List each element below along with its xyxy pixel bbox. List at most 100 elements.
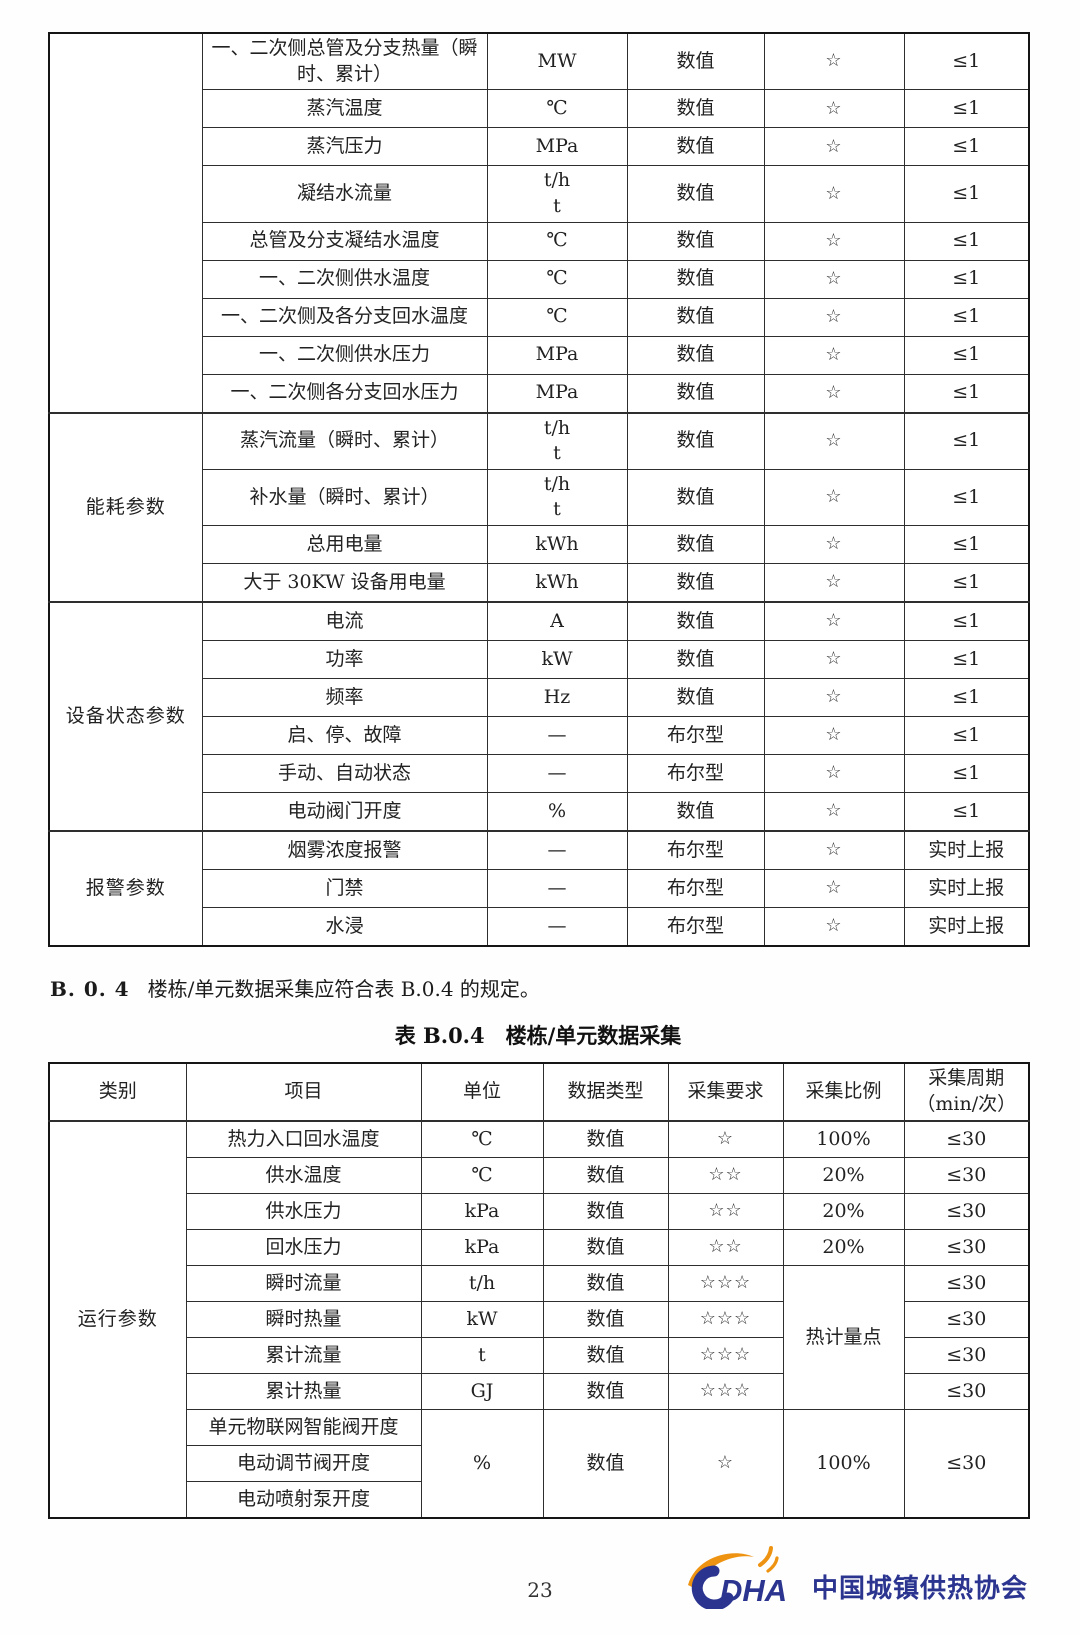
table-cell: 布尔型 [626, 754, 765, 794]
page-footer: 23 DHA 中国城镇供热协会 [0, 1545, 1080, 1625]
star-cell: ☆ [763, 601, 905, 642]
table-row: 总用电量 kWh 数值 ☆ ≤1 [49, 525, 1030, 565]
table-cell: 电动喷射泵开度 [185, 1481, 422, 1519]
table-cell: 20% [782, 1229, 905, 1267]
table-cell: — [486, 716, 628, 756]
logo-acronym: DHA [720, 1573, 787, 1608]
table-cell: t/h t [486, 468, 628, 527]
table-cell: 数值 [626, 297, 765, 337]
star-cell: ☆☆☆ [667, 1337, 784, 1375]
table-cell: 实时上报 [903, 830, 1030, 871]
table-row: 能耗参数 蒸汽流量（瞬时、累计） t/h t 数值 ☆ ≤1 [48, 411, 1030, 603]
table-row: 一、二次侧各分支回水压力 MPa 数值 ☆ ≤1 [49, 373, 1030, 414]
table-cell: 水浸 [201, 907, 488, 947]
logo-signal-arc-icon [757, 1546, 773, 1567]
table-row: 电动喷射泵开度 [49, 1481, 1029, 1519]
table-cell: 电动阀门开度 [201, 792, 488, 832]
table-row: 单元物联网智能阀开度% 数值 ☆ 100% ≤30 [49, 1409, 1030, 1519]
category-cell: 运行参数 [48, 1120, 187, 1519]
table-cell: ≤30 [903, 1229, 1030, 1267]
table-cell: 数值 [626, 601, 765, 642]
table-cell: 一、二次侧总管及分支热量（瞬时、累计） [201, 32, 488, 91]
table-row: 一、二次侧总管及分支热量（瞬时、累计） MW 数值 ☆ ≤1 [48, 32, 1030, 414]
star-cell: ☆ [763, 754, 905, 794]
table-cell: 数值 [626, 335, 765, 375]
table-row: 频率 Hz 数值 ☆ ≤1 [49, 678, 1030, 718]
column-header: 单位 [420, 1062, 544, 1123]
table-cell: MW [486, 32, 628, 91]
column-header: 项目 [185, 1062, 422, 1123]
table-cell: 100% [782, 1120, 905, 1159]
table-row: 凝结水流量 t/h t 数值 ☆ ≤1 [49, 165, 1030, 223]
table-row: 报警参数 烟雾浓度报警 — 布尔型 ☆ 实时上报 [48, 830, 1030, 947]
table-cell: ≤1 [903, 525, 1030, 565]
table-cell: ≤1 [903, 601, 1030, 642]
table-cell: ≤1 [903, 754, 1030, 794]
star-cell: ☆ [763, 792, 905, 832]
table-cell: 数值 [542, 1301, 669, 1339]
table-cell: 数值 [626, 165, 765, 223]
table-cell: t [420, 1337, 544, 1375]
table-cell: 100% [782, 1409, 905, 1519]
table-row: 运行参数 热力入口回水温度 ℃ 数值 ☆ 100% ≤30 [48, 1120, 1030, 1519]
table-b04: 类别 项目 单位 数据类型 采集要求 采集比例 采集周期 （min/次） 运行参数 热力入口回水… [48, 1062, 1030, 1520]
table-cell: 电流 [201, 601, 488, 642]
table-cell: ≤1 [903, 468, 1030, 527]
table-cell: 一、二次侧各分支回水压力 [201, 373, 488, 414]
table-cell: kWh [486, 563, 628, 603]
clause-number: B. 0. 4 [50, 977, 130, 1002]
table-cell: t/h t [486, 165, 628, 223]
table-cell: 补水量（瞬时、累计） [201, 468, 488, 527]
table-cell: % [486, 792, 628, 832]
table-cell: 数值 [542, 1265, 669, 1303]
table-cell: 数值 [626, 259, 765, 299]
table-cell: — [486, 869, 628, 909]
table-cell: 数值 [542, 1157, 669, 1195]
table-cell: 数值 [626, 373, 765, 414]
table-row: 补水量（瞬时、累计） t/h t 数值 ☆ ≤1 [49, 468, 1030, 527]
table-row: 启、停、故障 — 布尔型 ☆ ≤1 [49, 716, 1030, 756]
table-cell: ≤1 [903, 792, 1030, 832]
table-cell: 数值 [626, 127, 765, 167]
star-cell: ☆ [763, 373, 905, 414]
table-cell: 一、二次侧供水压力 [201, 335, 488, 375]
category-cell [48, 32, 203, 414]
table-cell: 累计热量 [185, 1373, 422, 1411]
table-cell: 电动调节阀开度 [185, 1445, 422, 1483]
table-cell: GJ [420, 1373, 544, 1411]
star-cell: ☆☆ [667, 1229, 784, 1267]
star-cell: ☆ [763, 221, 905, 261]
star-cell: ☆ [763, 716, 905, 756]
table-row: 瞬时热量 kW 数值 ☆☆☆ ≤30 [49, 1301, 1030, 1339]
table-row: 蒸汽温度 ℃ 数值 ☆ ≤1 [49, 89, 1030, 129]
table-cell: — [486, 754, 628, 794]
star-cell: ☆ [763, 335, 905, 375]
table-row: 回水压力 kPa 数值 ☆☆ 20% ≤30 [49, 1229, 1030, 1267]
association-name: 中国城镇供热协会 [811, 1573, 1028, 1603]
star-cell: ☆ [763, 830, 905, 871]
table-cell: t/h [420, 1265, 544, 1303]
column-header: 采集比例 [782, 1062, 905, 1123]
star-cell: ☆ [763, 165, 905, 223]
table-cell: 单元物联网智能阀开度 [185, 1409, 422, 1447]
table-cell: 一、二次侧供水温度 [201, 259, 488, 299]
table-cell: MPa [486, 335, 628, 375]
table-cell: ≤1 [903, 716, 1030, 756]
table-cell: ≤1 [903, 563, 1030, 603]
page-content: 一、二次侧总管及分支热量（瞬时、累计） MW 数值 ☆ ≤1 蒸汽温度 ℃ 数值 ☆ ≤1 蒸汽压力… [48, 32, 1030, 1520]
table-cell: ℃ [486, 89, 628, 129]
star-cell: ☆ [667, 1120, 784, 1159]
table-cell: 蒸汽温度 [201, 89, 488, 129]
table-cell: Hz [486, 678, 628, 718]
clause-paragraph: B. 0. 4 楼栋/单元数据采集应符合表 B.0.4 的规定。 [50, 973, 1028, 1002]
star-cell: ☆ [763, 907, 905, 947]
table-cell: 总用电量 [201, 525, 488, 565]
table-cell: kPa [420, 1193, 544, 1231]
table-cell: ℃ [486, 221, 628, 261]
table-row: 设备状态参数 电流 A 数值 ☆ ≤1 [48, 601, 1030, 832]
table-cell: A [486, 601, 628, 642]
table-b04-title: 表 B.0.4 楼栋/单元数据采集 [394, 1023, 682, 1049]
table-cell: 数值 [542, 1193, 669, 1231]
table-cell: kW [420, 1301, 544, 1339]
